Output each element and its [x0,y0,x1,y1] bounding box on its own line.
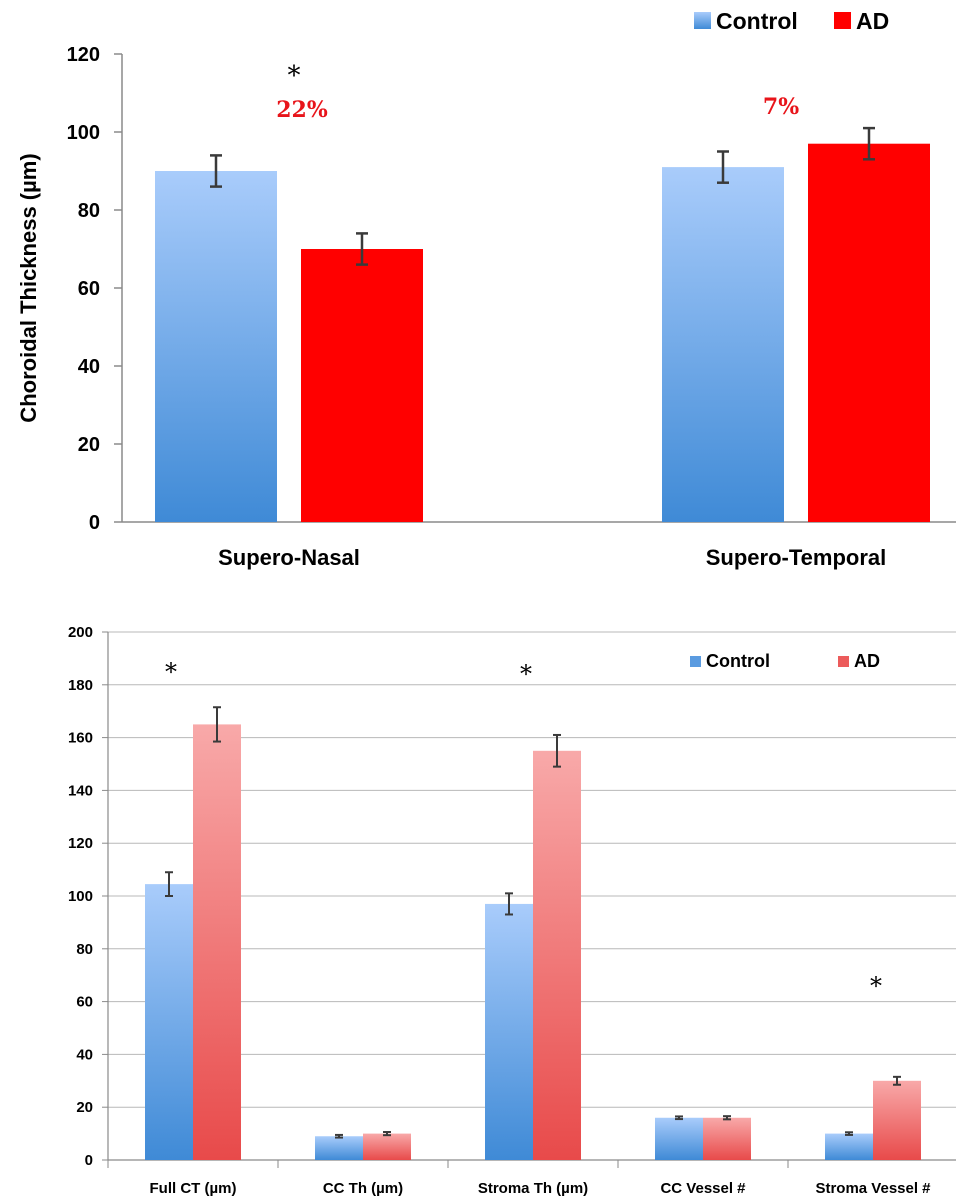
y-tick-label: 40 [78,356,100,378]
y-tick-label: 180 [68,677,93,694]
bar-control [655,1117,703,1160]
x-category-label: Supero-Nasal [218,545,360,570]
y-tick-label: 20 [78,434,100,456]
bar-ad [533,750,581,1160]
y-tick-label: 200 [68,624,93,641]
bar-control [315,1136,363,1160]
y-tick-label: 0 [89,512,100,534]
percent-difference-label: 22% [276,97,328,123]
y-tick-label: 120 [68,835,93,852]
bar-ad [363,1133,411,1160]
bar-ad [873,1080,921,1160]
x-category-label: CC Th (µm) [323,1180,403,1197]
significance-asterisk: * [288,61,301,91]
x-category-label: Supero-Temporal [706,545,887,570]
chart-top: 0 20 40 60 80 100 120 Choroidal Thickness (µm) S… [16,8,956,570]
y-tick-label: 0 [85,1152,93,1169]
y-tick-label: 80 [78,200,100,222]
bar-control [825,1133,873,1160]
y-tick-label: 20 [76,1099,93,1116]
y-tick-label: 120 [67,44,100,66]
y-tick-label: 60 [76,994,93,1011]
legend-label-ad: AD [856,8,889,34]
x-category-label: Stroma Th (µm) [478,1180,588,1197]
bar-ad [301,249,423,522]
bar-ad [703,1117,751,1160]
legend-label-control: Control [716,8,798,34]
bar-control [155,171,277,522]
legend-swatch-control [690,656,701,667]
bar-control [485,903,533,1160]
y-tick-label: 100 [68,888,93,905]
percent-difference-label: 7% [763,94,799,120]
x-category-label: CC Vessel # [660,1180,746,1197]
significance-asterisk: * [520,660,532,688]
bar-ad [808,143,930,522]
y-tick-label: 40 [76,1046,93,1063]
y-tick-label: 140 [68,782,93,799]
y-tick-label: 80 [76,941,93,958]
bar-ad [193,724,241,1160]
bar-control [662,167,784,522]
legend-swatch-ad [838,656,849,667]
significance-asterisk: * [165,658,177,686]
legend-swatch-ad [834,12,851,29]
x-category-label: Full CT (µm) [150,1180,237,1197]
y-tick-label: 60 [78,278,100,300]
significance-asterisk: * [870,972,882,1000]
y-tick-label: 100 [67,122,100,144]
legend-label-control: Control [706,651,770,671]
y-axis-label: Choroidal Thickness (µm) [16,153,41,422]
y-tick-label: 160 [68,730,93,747]
chart-bottom: 0 20 40 60 80 100 120 140 160 180 200 Full CT (µm) C… [68,624,956,1197]
legend-label-ad: AD [854,651,880,671]
bar-control [145,884,193,1160]
x-category-label: Stroma Vessel # [815,1180,931,1197]
legend-swatch-control [694,12,711,29]
